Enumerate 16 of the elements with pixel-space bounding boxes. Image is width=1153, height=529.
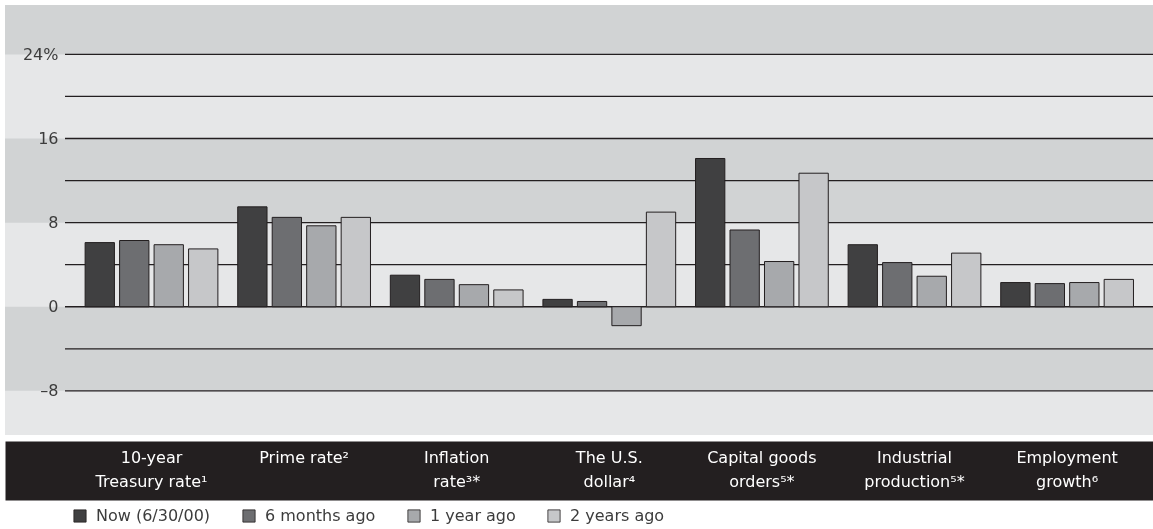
- y-tick-label: 16: [38, 129, 59, 149]
- y-tick-label: 8: [48, 213, 59, 233]
- y-tick-label: 0: [48, 297, 59, 317]
- x-tick-label: Inflation rate³*: [424, 447, 490, 491]
- legend-label: 1 year ago: [430, 506, 516, 525]
- legend-label: 2 years ago: [570, 506, 665, 525]
- y-tick-label: –8: [40, 381, 59, 401]
- x-tick-label: Capital goods orders⁵*: [707, 447, 817, 491]
- legend-label: Now (6/30/00): [96, 506, 211, 525]
- legend-label: 6 months ago: [265, 506, 376, 525]
- y-tick-label: 24%: [22, 44, 59, 64]
- x-tick-label: The U.S. dollar⁴: [574, 447, 643, 491]
- x-tick-label: Employment growth⁶: [1016, 447, 1118, 491]
- x-tick-label: 10-year Treasury rate¹: [94, 447, 208, 491]
- x-tick-label: Industrial production⁵*: [864, 447, 965, 491]
- x-tick-label: Prime rate²: [259, 447, 350, 467]
